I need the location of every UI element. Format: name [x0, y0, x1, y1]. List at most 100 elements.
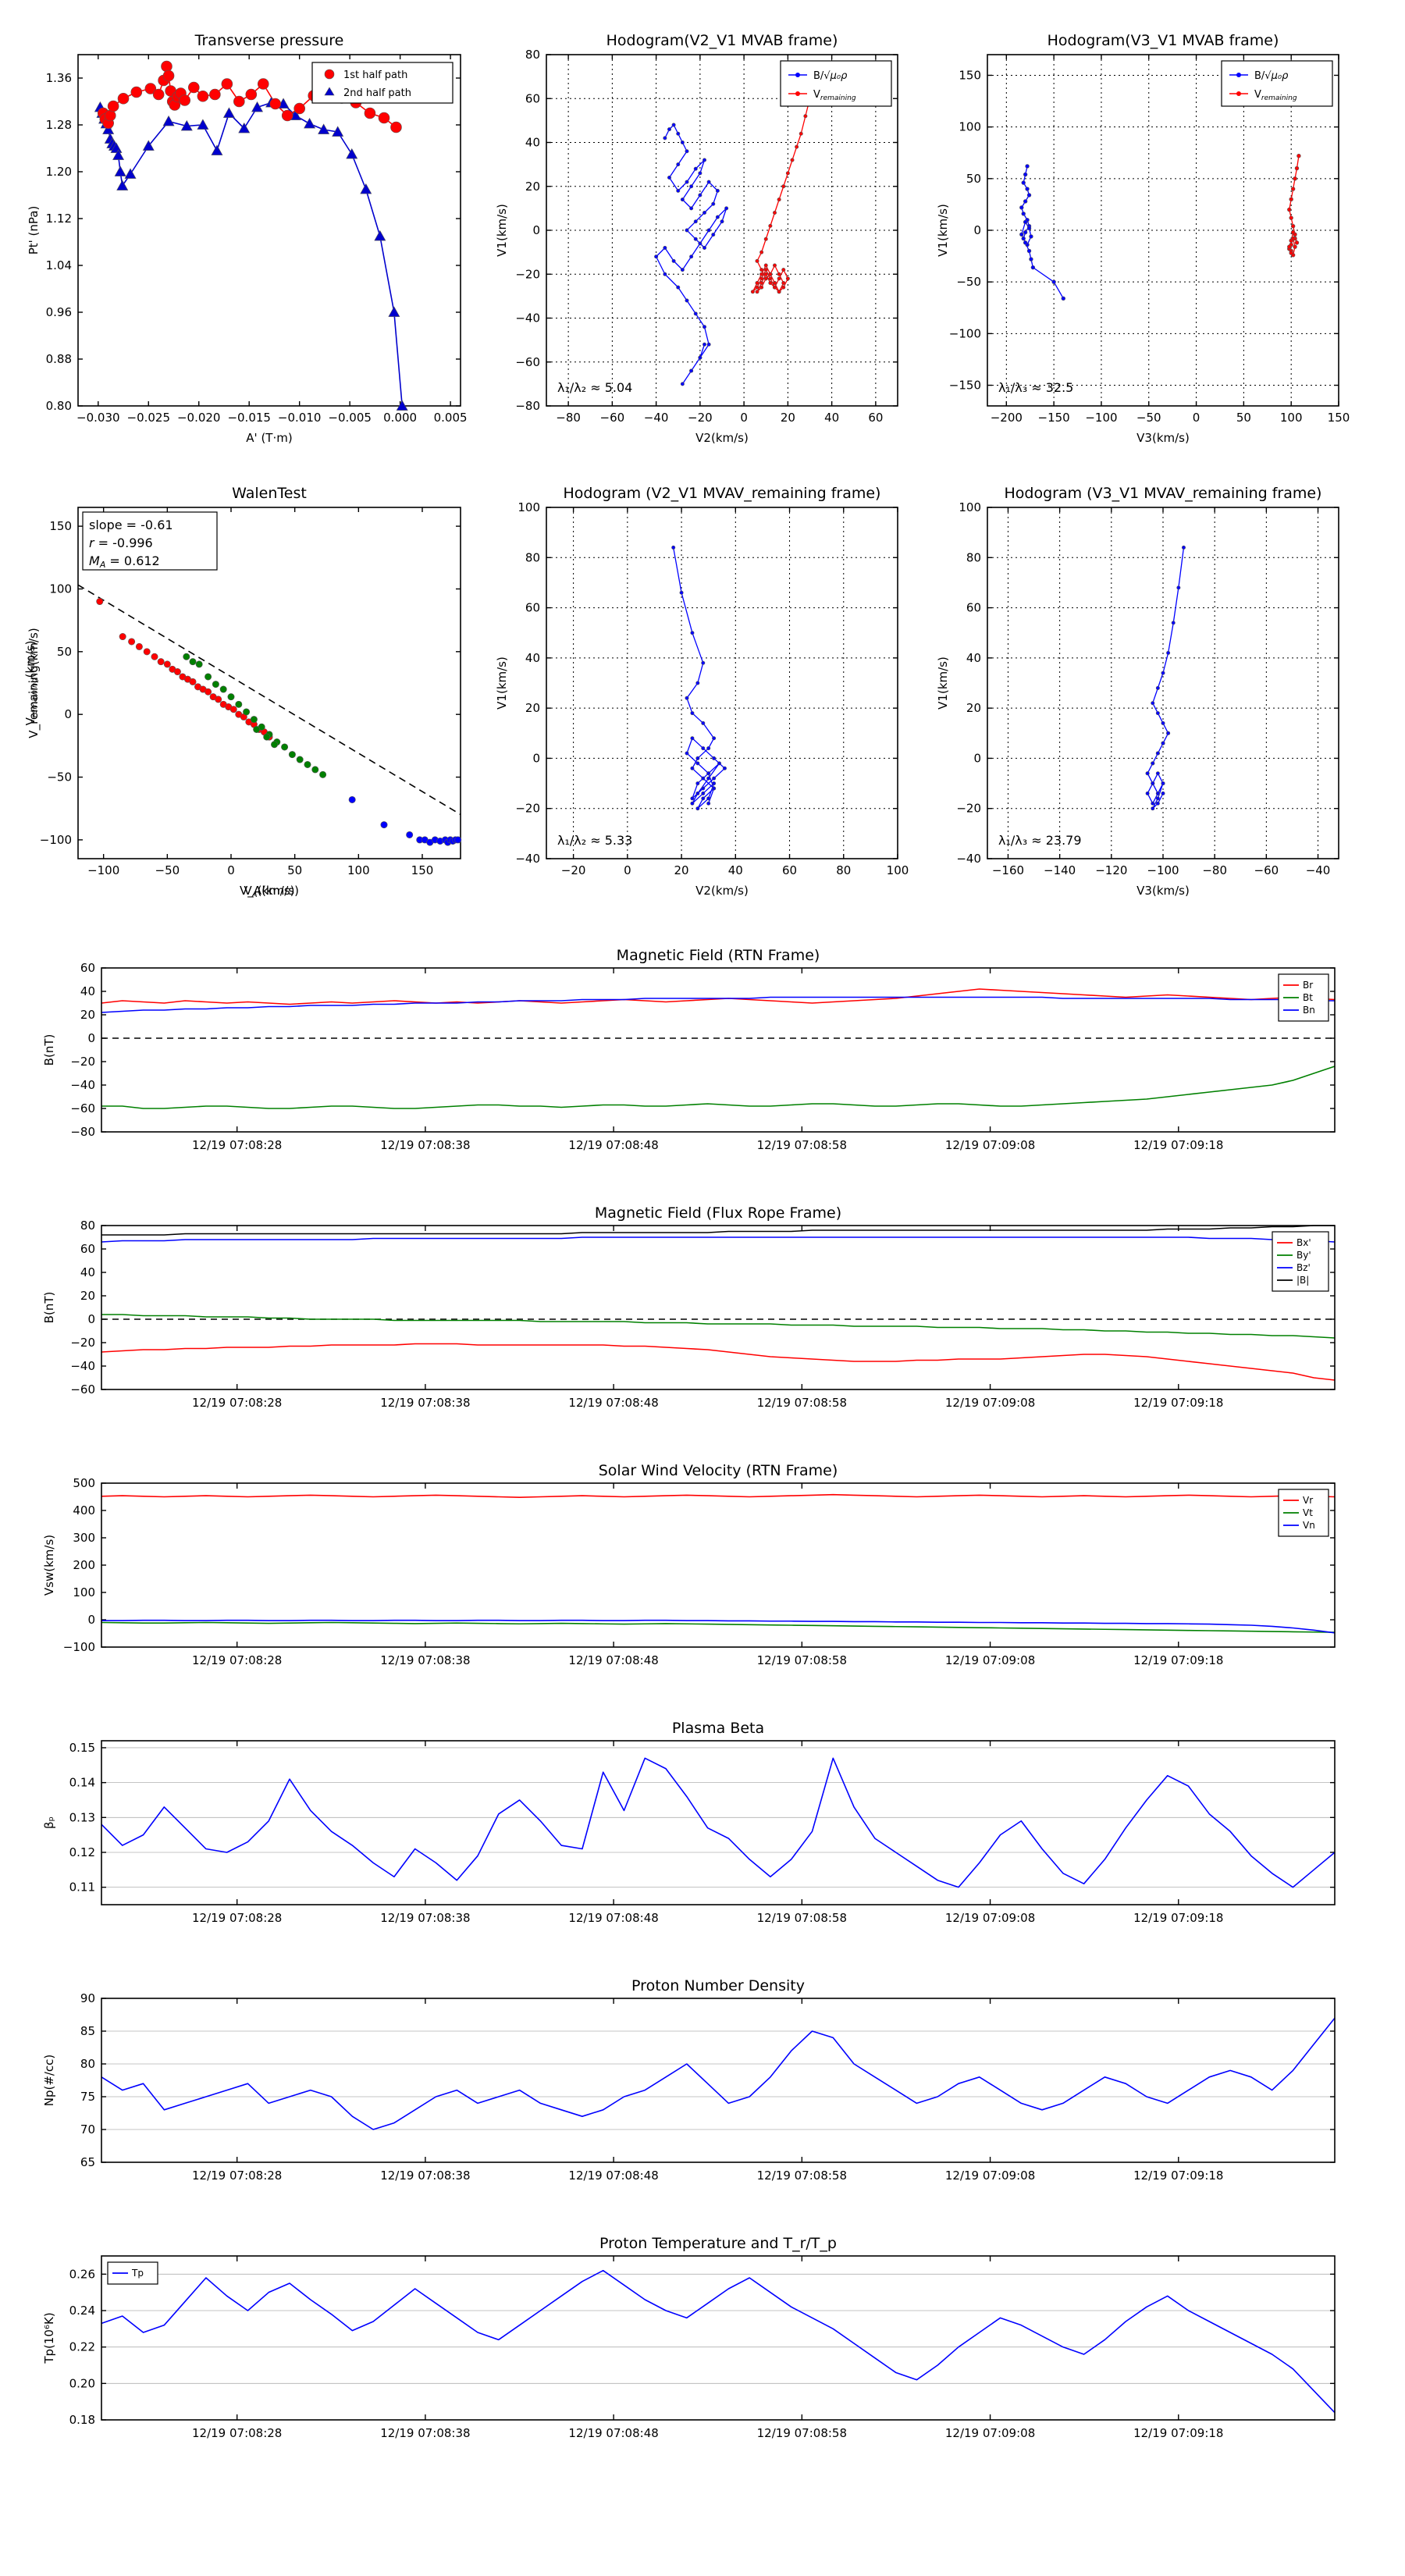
- hodogram-point-1: [785, 171, 790, 176]
- first-half-marker: [245, 88, 258, 101]
- first-half-marker: [364, 107, 376, 119]
- walen-point-group-green: [183, 653, 190, 660]
- hodogram-point-0: [685, 751, 689, 756]
- series-Np: [101, 2017, 1336, 2130]
- hodogram-point-0: [702, 158, 706, 162]
- y-tick-label: −60: [70, 1101, 95, 1115]
- plot-frame: [101, 2255, 1336, 2421]
- hodogram-point-0: [671, 258, 676, 263]
- time-tick-label: 12/19 07:08:28: [192, 1138, 282, 1152]
- time-tick-label: 12/19 07:09:08: [945, 1138, 1035, 1152]
- hodogram-point-1: [1290, 224, 1296, 229]
- legend-vrem-subscript: remaining: [820, 94, 856, 102]
- first-half-marker: [107, 100, 119, 112]
- plot-frame: [77, 54, 461, 407]
- hodogram-point-1: [1287, 244, 1292, 249]
- hodogram-point-0: [690, 736, 695, 741]
- hodogram-point-0: [698, 193, 702, 197]
- hodogram-point-0: [693, 311, 698, 316]
- hodogram-point-1: [759, 276, 764, 281]
- hodogram-point-0: [680, 141, 685, 145]
- walen-point-group-green: [271, 741, 279, 749]
- hodogram-point-0: [1026, 248, 1032, 254]
- y-tick-label: 0.22: [69, 2340, 95, 2354]
- hodogram-point-1: [759, 250, 764, 254]
- x-tick-label: −40: [1306, 863, 1331, 877]
- second-half-marker: [110, 142, 123, 153]
- hodogram-point-0: [1023, 172, 1028, 177]
- second-half-marker: [374, 229, 386, 241]
- y-tick-label: 20: [966, 701, 981, 715]
- y-tick-label: 60: [80, 1242, 95, 1256]
- hodogram-point-0: [667, 176, 671, 180]
- walen-point-group-green: [189, 658, 197, 666]
- x-tick-label: 60: [868, 411, 883, 425]
- walen-point-group-red: [205, 688, 212, 696]
- time-tick-label: 12/19 07:08:48: [568, 1653, 658, 1667]
- hodogram-point-0: [1021, 236, 1026, 241]
- second-half-marker: [360, 183, 372, 194]
- hodogram-point-1: [1297, 154, 1301, 158]
- hodogram-point-0: [679, 590, 684, 595]
- first-half-marker: [162, 69, 175, 82]
- y-axis-label: Tp(10⁶K): [42, 2312, 56, 2364]
- legend-label-Vn: Vn: [1303, 1520, 1315, 1531]
- y-tick-label: −50: [956, 275, 981, 289]
- hodogram-trace-0: [673, 546, 726, 809]
- hodogram-point-0: [701, 786, 706, 791]
- hodogram-point-0: [695, 681, 700, 685]
- legend-box: [780, 60, 892, 107]
- hodogram-point-0: [706, 228, 711, 233]
- hodogram-point-0: [1155, 685, 1160, 690]
- hodogram-point-0: [1155, 796, 1160, 801]
- hodogram-point-0: [1019, 205, 1024, 210]
- second-half-marker: [304, 117, 316, 129]
- time-tick-label: 12/19 07:09:18: [1133, 2169, 1223, 2183]
- time-tick-label: 12/19 07:08:28: [192, 2169, 282, 2183]
- x-tick-label: 40: [728, 863, 743, 877]
- hodogram-point-0: [690, 796, 695, 801]
- hodogram-point-1: [763, 237, 768, 241]
- hodogram-point-0: [654, 254, 659, 259]
- y-tick-label: 0.96: [46, 305, 72, 319]
- y-tick-label: 0.18: [69, 2413, 95, 2427]
- plot-frame: [546, 507, 898, 859]
- panel-hodo_v3v1_mvav: Hodogram (V3_V1 MVAV_remaining frame) −16…: [936, 485, 1339, 898]
- panel-hodo_v2v1_mvab: Hodogram(V2_V1 MVAB frame) −80 −60 −40 −20 0 2…: [495, 32, 898, 445]
- panel-title: Magnetic Field (Flux Rope Frame): [595, 1204, 841, 1222]
- hodogram-point-1: [790, 158, 795, 162]
- y-axis-label: Pt' (nPa): [27, 206, 41, 255]
- timeseries-panel-mag_fluxrope: Magnetic Field (Flux Rope Frame) −60 −40 −2…: [42, 1204, 1336, 1410]
- hodogram-point-0: [724, 206, 729, 211]
- hodogram-point-1: [759, 272, 764, 276]
- series-Vt: [101, 1621, 1336, 1633]
- time-tick-label: 12/19 07:08:48: [568, 2169, 658, 2183]
- walen-point-group-red: [157, 658, 165, 666]
- series-|B|: [101, 1225, 1335, 1236]
- y-tick-label: 60: [966, 601, 981, 615]
- y-tick-label: −40: [956, 852, 981, 866]
- walen-point-group-green: [205, 673, 212, 681]
- y-tick-label: 0.24: [69, 2304, 95, 2318]
- x-tick-label: −0.015: [227, 411, 271, 425]
- y-axis-label: Np(#/cc): [42, 2055, 56, 2107]
- time-tick-label: 12/19 07:09:18: [1133, 1396, 1223, 1410]
- hodogram-point-0: [1161, 781, 1165, 786]
- y-tick-label: −60: [70, 1382, 95, 1397]
- hodogram-point-1: [772, 263, 777, 268]
- second-half-marker: [112, 149, 125, 160]
- x-tick-label: 150: [1328, 411, 1350, 425]
- hodogram-point-0: [663, 245, 667, 250]
- y-axis-label: Vsw(km/s): [42, 1535, 56, 1596]
- x-tick-label: −20: [561, 863, 586, 877]
- x-tick-label: 0: [740, 411, 748, 425]
- y-tick-label: 0: [973, 751, 981, 765]
- first-half-marker: [209, 88, 221, 101]
- timeseries-panel-proton_density: Proton Number Density 65 70 75 80 85 90 12/19 0…: [42, 1977, 1336, 2183]
- y-axis-label: βₚ: [42, 1816, 56, 1829]
- plot-frame: [987, 54, 1339, 407]
- walen-point-group-red: [151, 653, 158, 660]
- walen-fit-line: [77, 584, 461, 816]
- y-tick-label: −80: [515, 399, 540, 413]
- hodogram-point-1: [755, 290, 759, 294]
